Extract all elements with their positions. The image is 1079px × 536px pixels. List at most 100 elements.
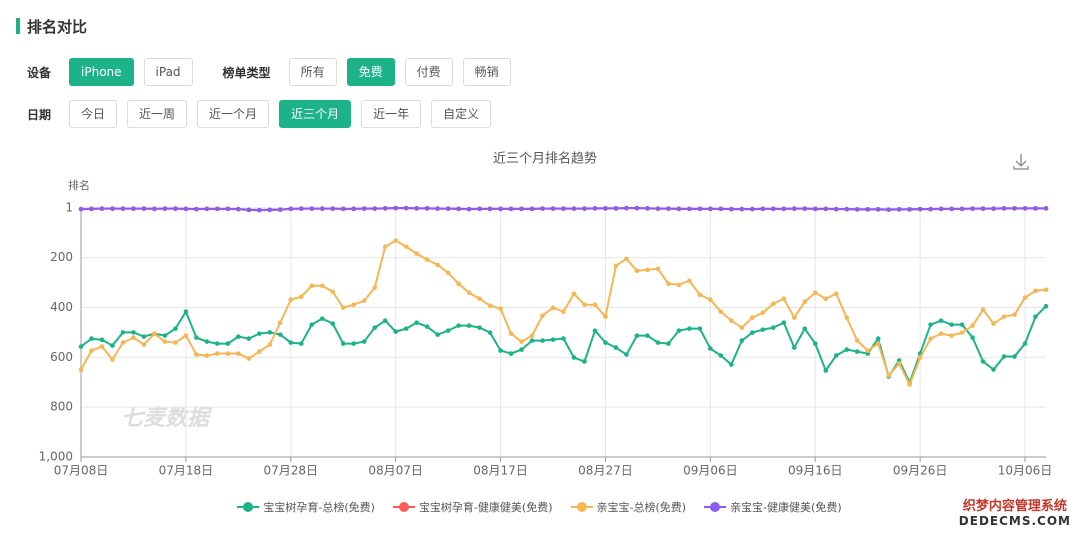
- data-point: [592, 328, 598, 333]
- x-tick-label: 08月17日: [473, 464, 528, 478]
- filter-row: 日期 今日 近一周 近一个月 近三个月 近一年 自定义: [27, 100, 492, 128]
- data-point: [907, 382, 912, 387]
- data-point: [246, 207, 252, 213]
- legend-item[interactable]: 亲宝宝-总榜(免费): [570, 499, 687, 515]
- filter-button[interactable]: 近一年: [361, 100, 422, 128]
- data-point: [802, 206, 808, 211]
- data-point: [592, 302, 598, 308]
- data-point: [550, 305, 556, 310]
- filter-group: 日期 今日 近一周 近一个月 近三个月 近一年 自定义: [27, 100, 492, 128]
- x-tick-label: 10月06日: [998, 464, 1053, 478]
- data-point: [739, 206, 745, 212]
- legend-dot: [398, 502, 409, 512]
- data-point: [382, 205, 388, 211]
- data-point: [875, 206, 881, 212]
- data-point: [613, 263, 619, 269]
- filter-group: 设备 iPhone iPad: [27, 58, 193, 86]
- filter-button[interactable]: 近三个月: [279, 100, 352, 128]
- legend-label: 亲宝宝-健康健美(免费): [730, 501, 842, 514]
- data-point: [634, 205, 640, 211]
- legend-label: 亲宝宝-总榜(免费): [596, 501, 687, 514]
- data-point: [1022, 341, 1028, 346]
- data-point: [770, 301, 776, 307]
- filter-button[interactable]: 自定义: [431, 100, 492, 128]
- data-point: [938, 318, 944, 323]
- data-point: [110, 343, 115, 348]
- data-point: [99, 337, 105, 343]
- data-point: [204, 353, 210, 358]
- data-point: [770, 325, 776, 330]
- data-point: [99, 344, 105, 349]
- data-point: [78, 206, 84, 212]
- data-point: [445, 270, 451, 276]
- filter-button[interactable]: 今日: [69, 100, 118, 128]
- data-point: [823, 296, 829, 302]
- filter-label: 日期: [27, 107, 52, 122]
- filter-row: 设备 iPhone iPad 榜单类型 所有 免费 付费 畅销: [27, 58, 511, 86]
- data-point: [739, 338, 745, 343]
- data-point: [844, 315, 850, 320]
- data-point: [708, 346, 713, 351]
- data-point: [571, 355, 577, 360]
- data-point: [1043, 205, 1049, 211]
- legend-item[interactable]: 宝宝树孕育-总榜(免费): [237, 499, 375, 515]
- data-point: [708, 206, 713, 212]
- data-point: [844, 206, 850, 212]
- data-point: [110, 206, 115, 211]
- data-point: [466, 290, 472, 296]
- data-point: [246, 336, 252, 341]
- data-point: [131, 206, 136, 211]
- data-point: [1001, 314, 1007, 319]
- filter-group: 榜单类型 所有 免费 付费 畅销: [223, 58, 511, 86]
- filter-button[interactable]: 近一个月: [197, 100, 270, 128]
- filter-button[interactable]: 畅销: [462, 58, 511, 86]
- data-point: [540, 206, 545, 211]
- download-glyph[interactable]: [1013, 154, 1029, 170]
- x-tick-label: 07月08日: [54, 464, 109, 478]
- y-tick-label: 200: [50, 250, 73, 264]
- data-point: [697, 292, 703, 298]
- filter-button[interactable]: 免费: [346, 58, 395, 86]
- data-point: [991, 321, 996, 326]
- legend-item[interactable]: 宝宝树孕育-健康健美(免费): [392, 499, 553, 515]
- data-point: [896, 361, 902, 366]
- data-point: [382, 244, 388, 249]
- filter-button[interactable]: iPhone: [69, 58, 134, 86]
- data-point: [645, 267, 650, 273]
- data-point: [120, 330, 126, 335]
- data-point: [194, 352, 199, 357]
- data-point: [319, 283, 325, 289]
- download-icon[interactable]: [1013, 154, 1029, 170]
- data-point: [582, 302, 587, 308]
- legend-dot: [243, 502, 254, 512]
- data-point: [750, 315, 755, 320]
- data-point: [393, 329, 398, 334]
- data-point: [236, 206, 241, 212]
- data-point: [823, 368, 829, 373]
- data-point: [215, 351, 220, 356]
- data-point: [246, 356, 252, 361]
- data-point: [791, 315, 797, 320]
- x-tick-label: 08月27日: [578, 464, 633, 478]
- data-point: [257, 331, 262, 336]
- data-point: [330, 206, 336, 211]
- data-point: [613, 205, 619, 211]
- data-point: [487, 206, 493, 212]
- data-point: [865, 206, 870, 212]
- data-point: [634, 268, 640, 274]
- data-point: [267, 330, 273, 335]
- filter-button[interactable]: 近一周: [127, 100, 188, 128]
- data-point: [928, 206, 933, 212]
- filter-button[interactable]: iPad: [143, 58, 193, 86]
- site-watermark-line: 织梦内容管理系统: [962, 499, 1067, 514]
- legend-item[interactable]: 亲宝宝-健康健美(免费): [704, 499, 842, 515]
- data-point: [466, 323, 472, 328]
- filter-button[interactable]: 付费: [404, 58, 453, 86]
- data-point: [120, 340, 126, 345]
- filter-button[interactable]: 所有: [288, 58, 337, 86]
- data-point: [393, 205, 398, 211]
- data-point: [875, 341, 881, 346]
- data-point: [991, 206, 996, 211]
- y-tick-label: 400: [50, 300, 73, 314]
- data-point: [603, 205, 608, 211]
